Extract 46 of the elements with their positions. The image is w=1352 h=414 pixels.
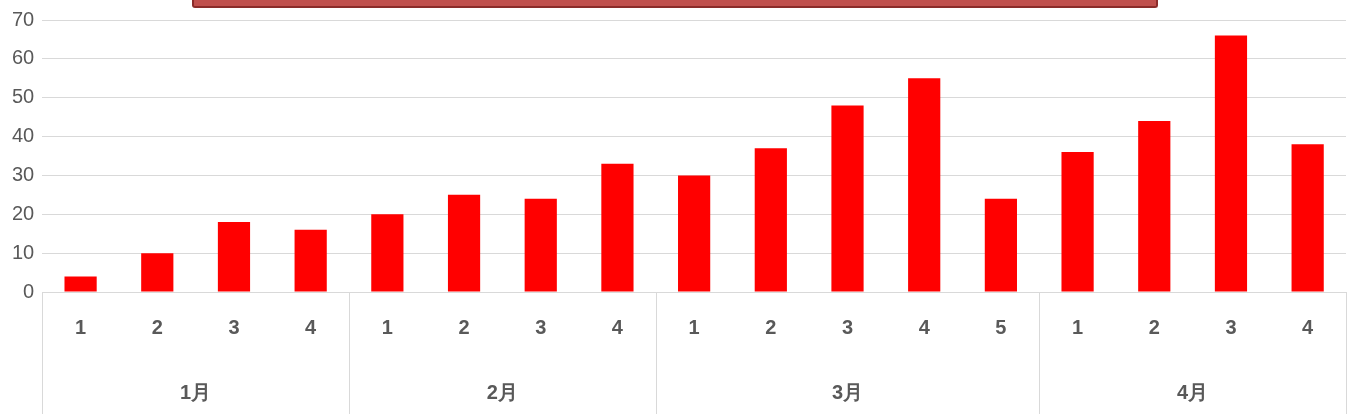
- y-tick-label: 60: [12, 46, 35, 69]
- bar: [678, 175, 711, 292]
- text: 1月: [180, 380, 212, 403]
- x-tick-label: 1: [75, 315, 87, 338]
- bar: [64, 276, 97, 292]
- y-tick-label: 0: [23, 279, 35, 302]
- x-tick-label: 4: [305, 315, 318, 338]
- x-tick-label: 4: [1302, 315, 1315, 338]
- x-tick-label: 1: [688, 315, 700, 338]
- bar: [1291, 144, 1324, 292]
- bar: [908, 78, 941, 292]
- bar: [371, 214, 404, 292]
- text: 4月: [1177, 380, 1209, 403]
- y-tick-label: 70: [12, 7, 35, 30]
- bar: [601, 163, 634, 292]
- bar: [984, 198, 1017, 292]
- x-tick-label: 3: [535, 315, 547, 338]
- x-tick-label: 3: [841, 315, 854, 338]
- y-tick-label: 10: [12, 240, 35, 263]
- x-tick-label: 2: [151, 315, 163, 338]
- x-tick-label: 3: [228, 315, 240, 338]
- bar: [217, 222, 251, 292]
- bar: [1138, 121, 1171, 292]
- y-tick-label: 50: [12, 85, 35, 108]
- x-tick-label: 5: [995, 315, 1007, 338]
- bar: [524, 198, 557, 292]
- bar: [831, 105, 864, 292]
- bar: [754, 148, 787, 292]
- bar: [141, 253, 174, 292]
- y-tick-label: 20: [12, 201, 35, 224]
- y-tick-label: 40: [12, 124, 35, 147]
- x-tick-label: 2: [1148, 315, 1160, 338]
- x-tick-label: 1: [381, 315, 393, 338]
- x-tick-label: 4: [918, 315, 931, 338]
- x-tick-label: 3: [1225, 315, 1237, 338]
- text: 2月: [486, 380, 518, 403]
- bar: [1214, 35, 1248, 292]
- bar: [1061, 152, 1094, 292]
- text: 3月: [831, 380, 864, 403]
- bar: [447, 194, 481, 292]
- x-tick-label: 2: [765, 315, 777, 338]
- x-tick-label: 2: [458, 315, 470, 338]
- x-tick-label: 4: [611, 315, 624, 338]
- bar: [294, 229, 327, 292]
- y-tick-label: 30: [12, 162, 35, 185]
- x-tick-label: 1: [1072, 315, 1084, 338]
